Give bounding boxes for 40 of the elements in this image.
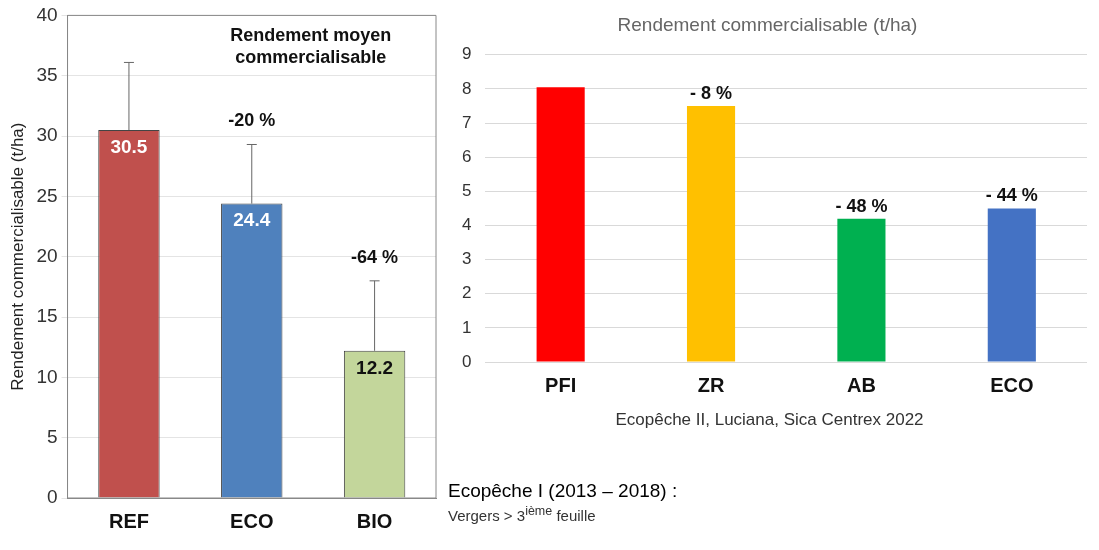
x-tick-label: ECO [230,509,274,532]
y-tick-label: 20 [36,244,58,266]
text: Rendement moyen commercialisable [230,25,392,68]
y-tick-label: 6 [461,146,472,166]
chart-title: Rendement commercialisable (t/ha) [617,13,918,35]
y-tick-label: 10 [36,365,58,387]
x-tick-label: REF [108,509,149,532]
y-tick-label: 0 [461,351,472,371]
y-tick-label: 9 [461,44,472,64]
y-tick-label: 1 [461,317,472,337]
x-tick-label: AB [846,373,876,396]
annotation: - 44 % [985,185,1038,206]
y-tick-label: 3 [461,249,472,269]
y-tick-label: 2 [461,283,472,303]
text: Ecopêche I (2013 – 2018) : [448,480,678,502]
data-label: 12.2 [356,356,394,378]
y-tick-label: 8 [461,78,472,98]
y-tick-label: 0 [46,486,58,508]
data-label: 30.5 [110,135,148,157]
y-axis-title: Rendement commercialisable (t/ha) [7,122,27,391]
y-tick-label: 4 [461,215,472,235]
text: Vergers > 3$^{ième}$ feuille [448,504,597,524]
annotation: - 8 % [690,82,733,103]
x-tick-label: ECO [990,373,1034,396]
data-label: 24.4 [233,209,271,231]
y-tick-label: 5 [46,425,58,447]
y-tick-label: 5 [461,181,472,201]
y-tick-label: 40 [36,3,58,25]
y-tick-label: 30 [36,124,58,146]
text: Ecopêche II, Luciana, Sica Centrex 2022 [614,410,925,430]
y-tick-label: 7 [461,112,472,132]
x-tick-label: ZR [697,373,725,396]
x-tick-label: PFI [545,373,577,396]
annotation: -20 % [228,110,276,131]
annotation: -64 % [351,246,399,267]
y-tick-label: 25 [36,184,58,206]
y-tick-label: 35 [36,63,58,85]
y-tick-label: 15 [36,305,58,327]
x-tick-label: BIO [356,509,393,532]
annotation: - 48 % [835,195,888,216]
